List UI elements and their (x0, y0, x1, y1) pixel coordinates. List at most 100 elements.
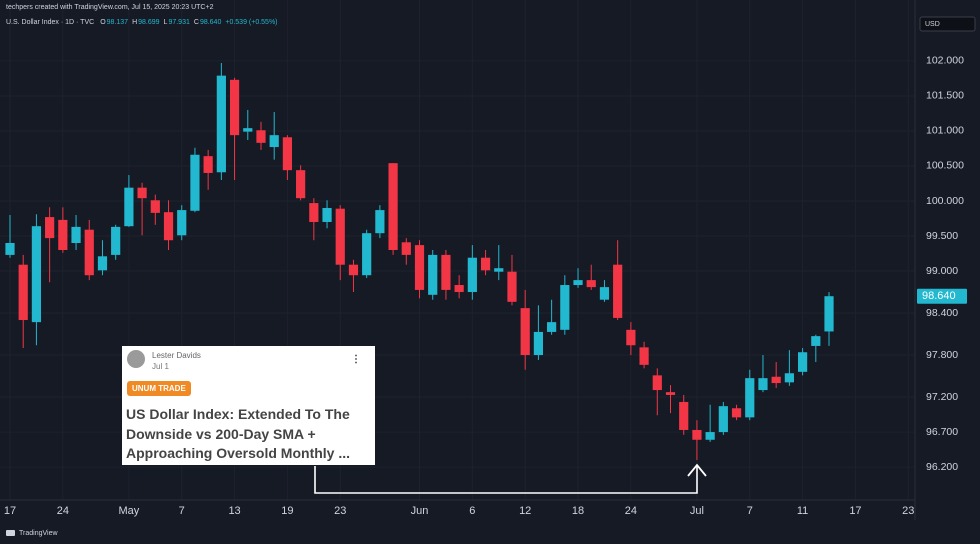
candle-body (71, 226, 81, 243)
x-tick-label: 12 (519, 505, 531, 517)
y-tick-label: 97.200 (926, 391, 958, 403)
candle-body (745, 378, 755, 418)
candle-body (256, 130, 266, 143)
candle-body (31, 226, 42, 323)
candle-body (441, 254, 451, 290)
candle-body (348, 264, 359, 276)
tag: UNUM TRADE (127, 381, 191, 396)
candle-body (362, 233, 372, 276)
candle-body (520, 308, 530, 356)
candle-body (652, 375, 662, 391)
candle-body (454, 285, 464, 293)
candle-body (798, 352, 808, 372)
x-tick-label: May (118, 505, 139, 517)
x-tick-label: 17 (4, 505, 16, 517)
y-tick-label: 100.500 (926, 160, 964, 172)
x-tick-label: 24 (625, 505, 637, 517)
idea-title: US Dollar Index: Extended To The Downsid… (126, 406, 351, 461)
footer-bar (0, 520, 980, 544)
candle-body (665, 392, 676, 395)
change: +0.539 (+0.55%) (225, 19, 277, 26)
x-tick-label: 23 (334, 505, 346, 517)
x-tick-label: 11 (797, 505, 808, 517)
ohlc-label: L (164, 19, 168, 26)
candle-body (626, 329, 636, 346)
ohlc-label: C (194, 19, 199, 26)
candle-body (401, 242, 411, 255)
ohlc: O 98.137 H 98.699 L 97.931 C 98.640 +0.539 (+0.5… (100, 19, 277, 26)
menu[interactable]: ⋮ (351, 354, 361, 365)
candle-body (771, 376, 781, 384)
x-tick-label: 7 (179, 505, 185, 517)
x-tick-label: 24 (57, 505, 69, 517)
ohlc-value: 98.640 (200, 19, 222, 26)
candle-body (296, 170, 306, 199)
candle-body (428, 254, 438, 295)
candle-body (18, 264, 28, 321)
author: Lester Davids (152, 351, 201, 360)
x-tick-label: 17 (849, 505, 861, 517)
candle-body (692, 429, 702, 440)
axes: 102.000 101.500 101.000 100.500 100.000 99.50… (4, 55, 967, 517)
candle-body (282, 137, 293, 171)
x-tick-label: 19 (281, 505, 293, 517)
candle-body (335, 208, 345, 265)
candle-body (124, 187, 134, 227)
candle-body (824, 296, 834, 332)
candle-body (613, 264, 623, 318)
y-tick-label: 101.000 (926, 125, 964, 137)
candle-body (784, 373, 794, 383)
candle-body (679, 401, 689, 430)
candle-body (150, 200, 160, 213)
ohlc-label: H (132, 19, 137, 26)
candle-body (599, 287, 610, 300)
annotation-arrow (314, 465, 698, 494)
y-tick-label: 101.500 (926, 90, 964, 102)
arrow-head (687, 463, 707, 477)
candle-body (705, 432, 715, 440)
x-tick-label: 7 (747, 505, 753, 517)
ohlc-value: 98.137 (107, 19, 129, 26)
x-tick-label: 13 (228, 505, 240, 517)
candle-body (494, 268, 504, 272)
candle-body (573, 280, 583, 286)
candle-body (97, 256, 108, 271)
candle-body (111, 226, 121, 255)
candle-body (322, 207, 332, 222)
candle-body (137, 187, 147, 199)
candle-body (216, 75, 226, 173)
candle-body (758, 378, 768, 391)
currency: USD (925, 21, 940, 28)
x-tick-label: Jul (690, 505, 704, 517)
candle-body (507, 271, 517, 302)
candle-body (388, 163, 398, 250)
candle-body (467, 257, 477, 293)
y-tick-label: 100.000 (926, 195, 964, 207)
footer-brand: TradingView (19, 530, 58, 537)
candle-body (586, 280, 596, 288)
candle-body (203, 156, 213, 173)
y-tick-label: 97.800 (926, 349, 958, 361)
credit: techpers created with TradingView.com, J… (6, 4, 214, 11)
candle-body (718, 406, 728, 433)
candle-body (243, 128, 253, 132)
candle-body (163, 212, 174, 241)
logo (6, 530, 15, 536)
candle-body (84, 229, 94, 276)
candle-body (45, 217, 55, 239)
idea-card[interactable]: Lester Davids Jul 1 ⋮ UNUM TRADE US Doll… (122, 346, 375, 465)
y-tick-label: 99.500 (926, 230, 958, 242)
candle-body (731, 408, 742, 418)
candle-body (560, 285, 570, 330)
date: Jul 1 (152, 362, 169, 371)
candle-body (229, 79, 240, 136)
y-tick-label: 96.200 (926, 461, 958, 473)
x-tick-label: 23 (902, 505, 914, 517)
y-tick-label: 98.400 (926, 307, 958, 319)
ohlc-value: 98.699 (138, 19, 160, 26)
candle-body (414, 245, 425, 290)
candles (5, 63, 834, 461)
candle-body (58, 219, 68, 250)
x-tick-label: Jun (411, 505, 429, 517)
ohlc-value: 97.931 (168, 19, 190, 26)
